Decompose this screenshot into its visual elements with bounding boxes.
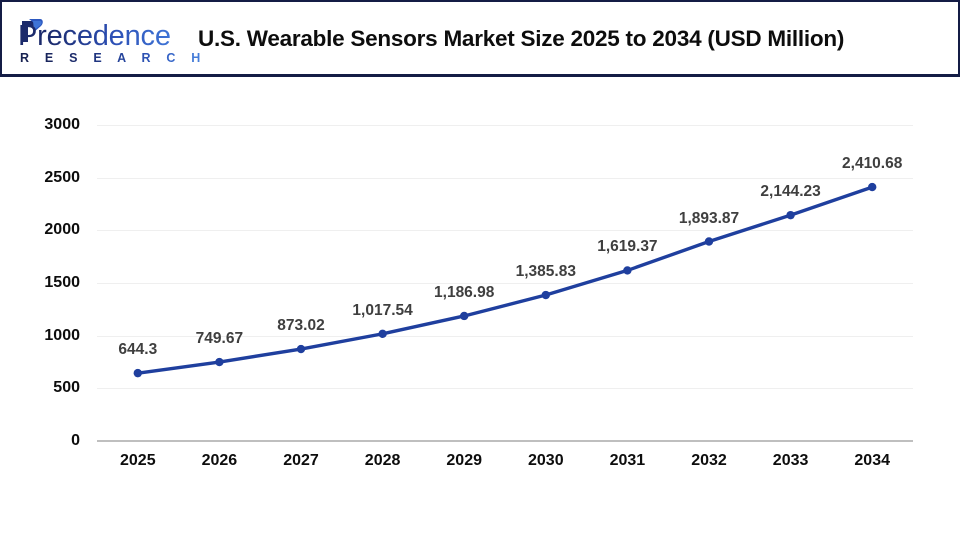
x-axis-tick-label: 2029 [446,452,482,469]
data-point-marker [215,357,224,367]
y-axis-tick-label: 3000 [44,116,80,133]
logo-subtitle: R E S E A R C H [20,51,207,65]
axis-baseline [97,440,913,442]
gridline [97,283,913,284]
x-axis-tick-label: 2025 [120,452,156,469]
y-axis-tick-label: 500 [53,379,80,397]
y-axis-tick-label: 1500 [44,274,80,291]
data-point-label: 1,385.83 [515,263,576,281]
data-point-label: 1,186.98 [434,283,495,301]
data-point-label: 873.02 [277,317,325,335]
data-point-marker [786,210,795,220]
x-axis-tick-label: 2033 [772,452,809,469]
data-point-label: 644.3 [118,341,158,359]
x-axis-tick-label: 2027 [283,452,319,469]
data-point-marker [133,368,142,378]
series-line [136,185,874,375]
data-point-label: 1,619.37 [597,238,658,256]
x-axis-tick-label: 2032 [691,452,727,469]
page-title: U.S. Wearable Sensors Market Size 2025 t… [198,26,845,51]
data-point-marker [623,266,632,275]
y-axis-ticks: 0 500 1000 1500 2000 2500 3000 [18,77,80,540]
x-axis-tick-label: 2034 [854,452,890,469]
gridline [97,125,913,126]
gridline [97,177,913,179]
precedence-research-logo: Precedence R E S E A R C H [16,18,200,66]
logo-wordmark: Precedence [18,20,171,52]
gridline [97,388,913,390]
logo-mark-icon [22,19,43,42]
data-point-marker [704,237,714,246]
y-axis-tick-label: 2000 [44,221,80,239]
data-point-marker [868,182,877,192]
data-point-marker [541,290,550,300]
chart-header: Precedence R E S E A R C H U.S. Wearable… [0,0,960,77]
data-point-label: 1,017.54 [352,301,413,319]
gridline [97,335,913,337]
data-point-label: 2,410.68 [842,155,903,173]
x-axis-tick-label: 2028 [364,452,401,469]
y-axis-tick-label: 2500 [44,168,80,186]
data-point-marker [460,311,469,321]
series-markers [133,182,877,378]
line-series-svg [133,182,877,378]
data-point-label: 1,893.87 [678,209,740,227]
y-axis-tick-label: 1000 [44,326,80,344]
data-point-label: 2,144.23 [760,183,821,201]
data-point-label: 749.67 [195,330,244,348]
y-axis-tick-label: 0 [71,432,80,449]
data-point-marker [378,329,387,339]
x-axis-tick-label: 2031 [609,452,646,469]
x-axis-tick-label: 2030 [528,452,564,469]
plot-area: 0 500 1000 1500 2000 2500 3000 644.3 749.67 873.… [0,77,960,540]
x-axis-tick-label: 2026 [201,452,238,469]
data-point-marker [296,344,306,354]
gridline [97,230,913,232]
